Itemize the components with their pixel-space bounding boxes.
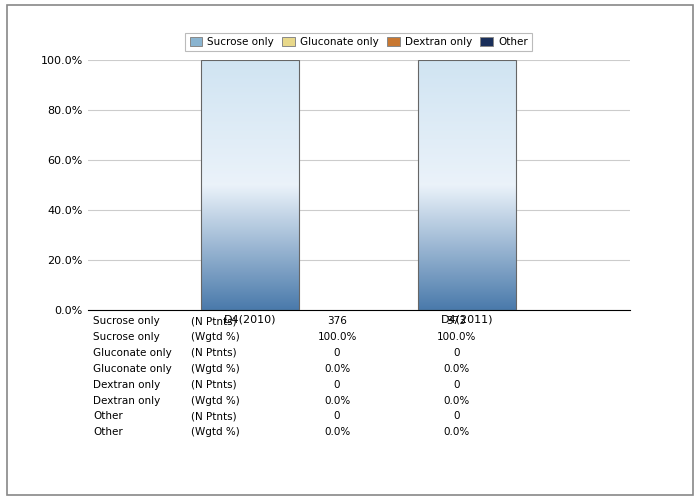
Text: 0.0%: 0.0% [324, 364, 350, 374]
Bar [419, 60, 516, 310]
Text: Dextran only: Dextran only [93, 380, 160, 390]
Text: Dextran only: Dextran only [93, 396, 160, 406]
Text: 0.0%: 0.0% [443, 364, 470, 374]
Text: Other: Other [93, 428, 122, 438]
Text: 100.0%: 100.0% [317, 332, 357, 342]
Text: 0: 0 [334, 380, 340, 390]
Text: (N Ptnts): (N Ptnts) [190, 380, 236, 390]
Text: (Wgtd %): (Wgtd %) [190, 396, 239, 406]
Text: 0.0%: 0.0% [324, 428, 350, 438]
Text: (N Ptnts): (N Ptnts) [190, 412, 236, 422]
Text: 0.0%: 0.0% [443, 396, 470, 406]
Text: 376: 376 [327, 316, 347, 326]
Text: Sucrose only: Sucrose only [93, 316, 160, 326]
Text: (Wgtd %): (Wgtd %) [190, 332, 239, 342]
Bar [202, 60, 299, 310]
Text: 0.0%: 0.0% [324, 396, 350, 406]
Text: Gluconate only: Gluconate only [93, 364, 172, 374]
Text: 0: 0 [453, 412, 460, 422]
Text: (N Ptnts): (N Ptnts) [190, 316, 236, 326]
Text: Other: Other [93, 412, 122, 422]
Text: 0.0%: 0.0% [443, 428, 470, 438]
Text: (Wgtd %): (Wgtd %) [190, 364, 239, 374]
Text: 0: 0 [453, 348, 460, 358]
Text: 0: 0 [334, 412, 340, 422]
Text: 100.0%: 100.0% [437, 332, 476, 342]
Text: Gluconate only: Gluconate only [93, 348, 172, 358]
Text: 373: 373 [447, 316, 466, 326]
Text: Sucrose only: Sucrose only [93, 332, 160, 342]
Text: 0: 0 [334, 348, 340, 358]
Text: (N Ptnts): (N Ptnts) [190, 348, 236, 358]
Legend: Sucrose only, Gluconate only, Dextran only, Other: Sucrose only, Gluconate only, Dextran on… [186, 32, 532, 52]
Text: (Wgtd %): (Wgtd %) [190, 428, 239, 438]
Text: 0: 0 [453, 380, 460, 390]
